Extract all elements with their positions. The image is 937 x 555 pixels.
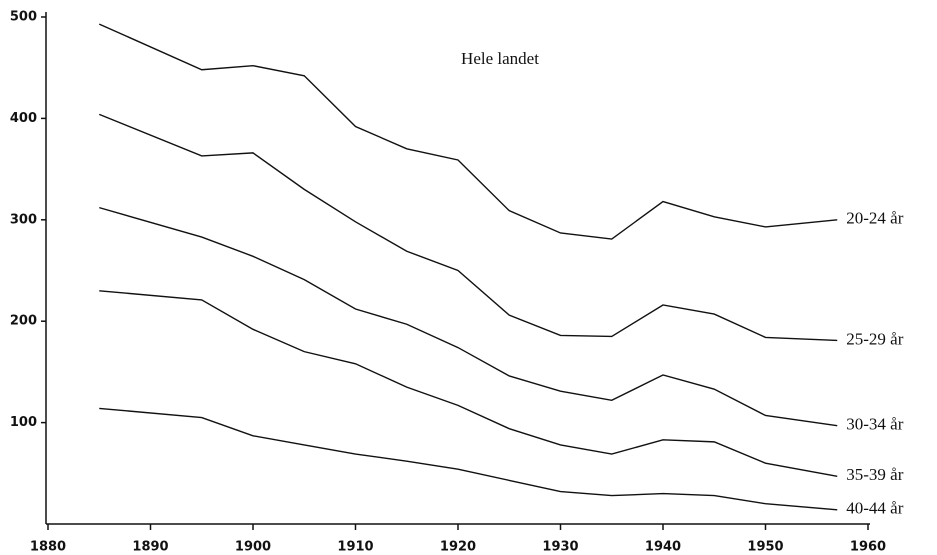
y-tick-label: 300: [10, 212, 37, 227]
y-tick-label: 200: [10, 314, 37, 329]
x-tick-label: 1900: [235, 540, 271, 555]
y-tick-label: 100: [10, 415, 37, 430]
x-tick-label: 1890: [132, 540, 168, 555]
x-tick-label: 1950: [747, 540, 783, 555]
x-tick-label: 1930: [542, 540, 578, 555]
y-tick-label: 400: [10, 111, 37, 126]
series-line: [99, 206, 838, 427]
series-label: 25-29 år: [846, 329, 903, 348]
x-tick-label: 1960: [850, 540, 886, 555]
x-tick-label: 1920: [440, 540, 476, 555]
x-tick-label: 1880: [30, 540, 66, 555]
series-label: 30-34 år: [846, 415, 903, 434]
series-line: [99, 407, 838, 511]
series-line: [99, 290, 838, 478]
series-label: 20-24 år: [846, 209, 903, 228]
series-line: [98, 23, 838, 240]
chart-title: Hele landet: [461, 49, 539, 68]
y-tick-label: 500: [10, 10, 37, 25]
x-tick-label: 1940: [645, 540, 681, 555]
series-label: 40-44 år: [846, 499, 903, 518]
x-tick-label: 1910: [337, 540, 373, 555]
series-line: [98, 113, 838, 342]
series-label: 35-39 år: [846, 465, 903, 484]
